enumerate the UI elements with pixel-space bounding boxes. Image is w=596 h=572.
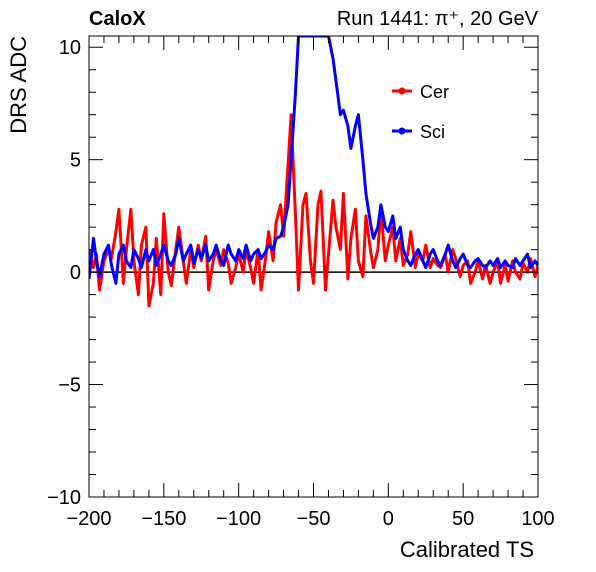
- run-info-label: Run 1441: π⁺, 20 GeV: [337, 8, 539, 30]
- y-tick-label: −5: [58, 375, 81, 397]
- plot-content: [89, 36, 538, 308]
- x-tick-label: 0: [383, 508, 394, 530]
- x-tick-label: 50: [452, 508, 474, 530]
- x-tick-label: −100: [216, 508, 261, 530]
- series-line-cer: [89, 113, 538, 308]
- x-axis-title: Calibrated TS: [400, 537, 534, 562]
- legend-label-cer: Cer: [420, 82, 449, 102]
- legend: Cer Sci: [392, 82, 449, 142]
- series-line-sci: [89, 36, 538, 285]
- y-tick-label: 0: [70, 262, 81, 284]
- legend-marker-sci: [398, 127, 406, 135]
- legend-label-sci: Sci: [420, 122, 445, 142]
- legend-marker-cer: [398, 87, 406, 95]
- x-tick-label: −200: [66, 508, 111, 530]
- y-tick-label: 5: [70, 150, 81, 172]
- y-axis-title: DRS ADC: [6, 36, 31, 134]
- x-tick-label: −50: [297, 508, 331, 530]
- experiment-label: CaloX: [89, 8, 146, 30]
- y-tick-label: 10: [59, 37, 81, 59]
- y-tick-label: −10: [47, 487, 81, 509]
- x-tick-label: −150: [141, 508, 186, 530]
- x-tick-label: 100: [521, 508, 554, 530]
